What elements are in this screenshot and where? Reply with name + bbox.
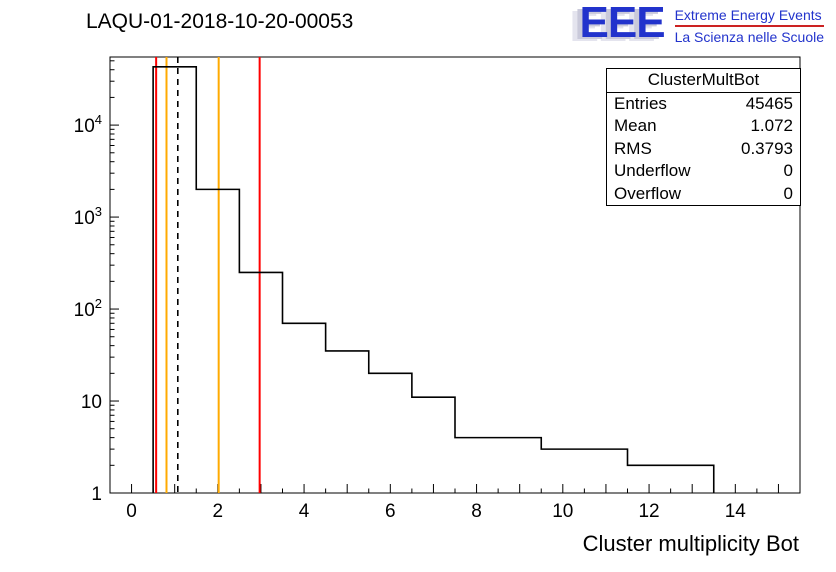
x-tick-label: 4 [299, 501, 310, 522]
plot-title: LAQU-01-2018-10-20-00053 [86, 10, 354, 33]
stats-row: RMS 0.3793 [607, 138, 800, 160]
y-tick-label: 104 [74, 112, 102, 137]
x-tick-label: 8 [471, 501, 482, 522]
stats-value: 0.3793 [741, 138, 793, 158]
y-tick-label: 103 [74, 204, 102, 229]
eee-logo-mark: EEE [579, 0, 666, 47]
eee-logo-line1: Extreme Energy Events [674, 7, 822, 23]
stats-label: Underflow [614, 161, 691, 181]
eee-logo-line2: La Scienza nelle Scuole [674, 29, 824, 45]
x-tick-label: 12 [638, 501, 659, 522]
stats-row: Underflow 0 [607, 160, 800, 182]
stats-label: RMS [614, 138, 652, 158]
stats-label: Mean [614, 116, 657, 136]
stats-value: 1.072 [750, 116, 793, 136]
stats-box: ClusterMultBot Entries 45465 Mean 1.072 … [606, 68, 801, 207]
stats-value: 0 [783, 161, 793, 181]
eee-logo-text-block: Extreme Energy Events La Scienza nelle S… [674, 3, 824, 45]
stats-row: Entries 45465 [607, 93, 800, 115]
x-tick-label: 2 [213, 501, 224, 522]
y-tick-label: 10 [81, 392, 102, 413]
x-tick-label: 14 [725, 501, 747, 522]
stats-row: Mean 1.072 [607, 115, 800, 137]
eee-logo: EEE Extreme Energy Events La Scienza nel… [579, 0, 824, 47]
y-tick-label: 1 [91, 484, 102, 505]
eee-logo-red-line [674, 25, 824, 27]
stats-box-title: ClusterMultBot [607, 69, 800, 93]
histogram-line [152, 65, 715, 493]
y-tick-label: 102 [74, 296, 102, 321]
stats-row: Overflow 0 [607, 183, 800, 205]
x-tick-label: 0 [126, 501, 137, 522]
stats-label: Overflow [614, 183, 682, 203]
stats-label: Entries [614, 94, 667, 113]
x-tick-label: 10 [552, 501, 573, 522]
x-tick-label: 6 [385, 501, 396, 522]
stats-value: 0 [783, 183, 793, 203]
plot-generated-content: 0 2 4 6 8 10 12 14 1 10 102 103 104 [74, 56, 801, 522]
x-axis-title: Cluster multiplicity Bot [583, 531, 799, 556]
stats-value: 45465 [745, 94, 793, 113]
